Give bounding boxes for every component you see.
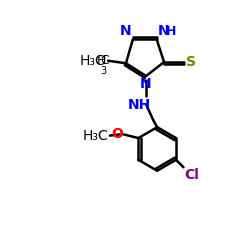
Text: H₃C: H₃C [83, 129, 109, 143]
Text: H₃C: H₃C [80, 54, 105, 68]
Text: H: H [97, 54, 106, 67]
Text: C: C [100, 54, 109, 67]
Text: N: N [140, 77, 152, 91]
Text: 3: 3 [101, 66, 107, 76]
Text: H: H [166, 25, 176, 38]
Text: N: N [158, 24, 170, 38]
Text: O: O [112, 127, 124, 141]
Text: S: S [186, 55, 196, 69]
Text: NH: NH [128, 98, 151, 112]
Text: Cl: Cl [185, 168, 200, 182]
Text: N: N [120, 24, 132, 38]
